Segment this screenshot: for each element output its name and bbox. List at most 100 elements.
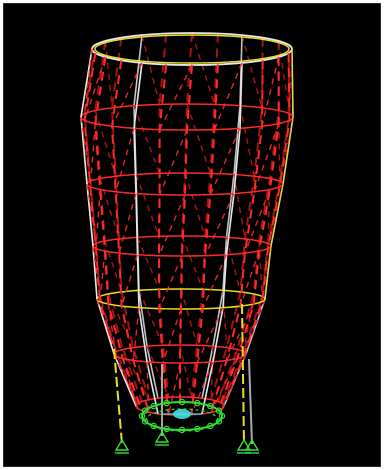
foundation-node (138, 412, 146, 420)
diagonal-brace (213, 62, 243, 130)
diagonal-brace (181, 235, 204, 290)
diagonal-brace (92, 245, 101, 297)
diagonal-brace (95, 189, 101, 249)
diagonal-brace (191, 32, 216, 105)
foundation-node (178, 398, 186, 406)
diagonal-brace (239, 250, 260, 307)
diagonal-brace (196, 307, 224, 363)
diagonal-brace (180, 288, 198, 346)
diagonal-brace (243, 293, 255, 352)
diagonal-brace (179, 344, 193, 398)
meridian-member (110, 60, 150, 413)
diagonal-brace (258, 240, 263, 297)
base-assembly (113, 303, 260, 454)
meridian-member-white (133, 35, 159, 399)
diagonal-brace (111, 62, 143, 127)
foundation-ring-inner (145, 408, 219, 432)
diagonal-brace (209, 127, 241, 195)
diagonal-brace (104, 40, 113, 108)
support-symbol (154, 430, 170, 443)
diagonal-brace (99, 250, 106, 302)
meridian-member (157, 64, 170, 415)
diagonal-brace (158, 255, 183, 309)
support-symbol (114, 438, 130, 451)
diagonal-brace (122, 358, 139, 409)
diagonal-brace (146, 345, 170, 398)
model-viewport[interactable] (3, 3, 381, 467)
diagonal-brace (138, 290, 164, 346)
foundation-node (163, 425, 170, 433)
diagonal-brace (222, 290, 228, 348)
diagonal-brace (122, 349, 150, 400)
diagonal-brace (210, 358, 238, 413)
meridian-member (210, 37, 264, 400)
diagonal-brace (136, 237, 160, 290)
diagonal-brace (107, 293, 134, 348)
foundation-node (215, 407, 223, 414)
diagonal-brace (83, 56, 107, 121)
diagonal-brace (204, 193, 235, 256)
diagonal-brace (107, 303, 117, 357)
diagonal-brace (277, 40, 291, 114)
foundation-node (215, 418, 223, 425)
support-column (113, 348, 123, 445)
diagonal-brace (118, 193, 137, 254)
top-ring-yellow (94, 34, 290, 64)
foundation-node (178, 426, 186, 434)
diagonal-brace (89, 123, 96, 187)
diagonal-brace (210, 346, 214, 400)
diagonal-brace (94, 110, 117, 177)
diagonal-brace (261, 56, 280, 127)
meridian-member (217, 56, 280, 411)
diagonal-brace (141, 34, 161, 105)
diagonal-brace (120, 254, 139, 307)
diagonal-brace (184, 172, 206, 237)
diagonal-brace (267, 178, 271, 244)
foundation-node (207, 422, 214, 430)
diagonal-brace (253, 123, 280, 193)
diagonal-brace (158, 194, 186, 256)
diagonal-brace (221, 349, 238, 404)
foundation-node (150, 422, 157, 430)
foundation-node (207, 402, 214, 410)
diagonal-brace (146, 361, 150, 413)
diagonal-brace (96, 298, 117, 352)
diagonal-brace (158, 129, 188, 195)
diagonal-brace (167, 362, 181, 415)
diagonal-brace (158, 64, 193, 130)
diagonal-brace (244, 189, 271, 254)
diagonal-brace (221, 353, 247, 409)
diagonal-brace (225, 237, 242, 293)
diagonal-brace (135, 174, 160, 237)
diagonal-brace (113, 353, 139, 404)
support-column (241, 303, 245, 445)
foundation-node (218, 412, 226, 420)
meridian-member (83, 52, 139, 409)
diagonal-brace (241, 34, 263, 108)
meridian-member (221, 53, 291, 409)
diagonal-brace (132, 307, 140, 361)
structure-wireframe (80, 32, 294, 454)
foundation-node (194, 425, 201, 433)
meridian-member-white (80, 48, 137, 407)
front-members (80, 48, 291, 415)
meridian-member-white (223, 48, 294, 407)
support-column (248, 358, 253, 445)
foundation-node (141, 418, 149, 425)
diagonal-brace (115, 128, 135, 192)
meridian-member (190, 64, 219, 415)
silhouette-member-right (264, 48, 294, 300)
diagonal-brace (190, 361, 214, 415)
diagonal-brace (239, 105, 255, 177)
foundation-node (141, 407, 149, 414)
foundation-node (194, 399, 201, 407)
diagonal-brace (162, 308, 182, 363)
foundation-node (150, 402, 157, 410)
support-symbol (244, 438, 260, 451)
diagonal-brace (186, 103, 212, 174)
diagonal-brace (202, 254, 228, 309)
foundation-node (163, 399, 170, 407)
support-symbol (236, 438, 252, 451)
diagonal-brace (104, 240, 123, 293)
foundation-ring (141, 401, 223, 431)
